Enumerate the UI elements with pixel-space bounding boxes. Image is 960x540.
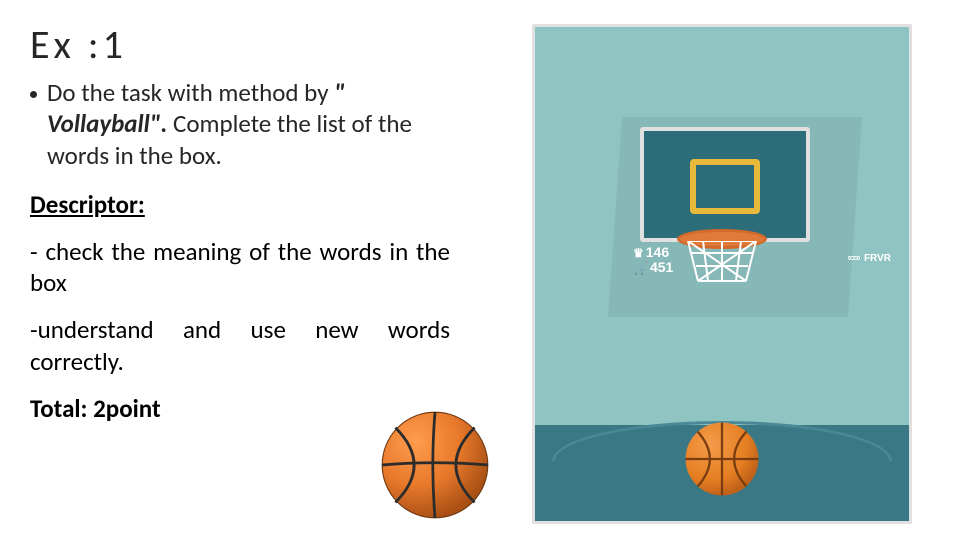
bullet-item: Do the task with method by " Vollayball"… <box>30 77 450 171</box>
basketball-game-screenshot: ♛146 🛒451 FRVR <box>532 24 912 524</box>
backboard <box>640 127 810 242</box>
bullet-dot-icon <box>30 91 37 98</box>
score-display: ♛146 🛒451 <box>633 245 673 276</box>
brand-text: FRVR <box>864 253 891 264</box>
bullet-prefix: Do the task with method by <box>47 77 334 108</box>
infinity-icon <box>847 251 861 265</box>
illustration-area: ♛146 🛒451 FRVR <box>532 24 912 524</box>
descriptor-item: - check the meaning of the words in the … <box>30 236 450 299</box>
crown-icon: ♛ <box>633 247 644 260</box>
coins: 451 <box>650 259 673 275</box>
slide: Ex :1 Do the task with method by " Volla… <box>0 0 960 540</box>
basketball-clipart-icon <box>380 410 490 520</box>
game-basketball-icon <box>684 421 760 497</box>
descriptor-item: -understand and use new words correctly. <box>30 314 450 377</box>
backboard-target-square <box>690 159 760 214</box>
bullet-text: Do the task with method by " Vollayball"… <box>47 77 450 171</box>
exercise-title: Ex :1 <box>30 20 450 69</box>
cart-icon: 🛒 <box>633 262 648 275</box>
high-score: 146 <box>646 244 669 260</box>
basketball-net-icon <box>683 241 761 283</box>
brand-badge: FRVR <box>847 251 891 265</box>
descriptor-heading: Descriptor: <box>30 189 450 220</box>
